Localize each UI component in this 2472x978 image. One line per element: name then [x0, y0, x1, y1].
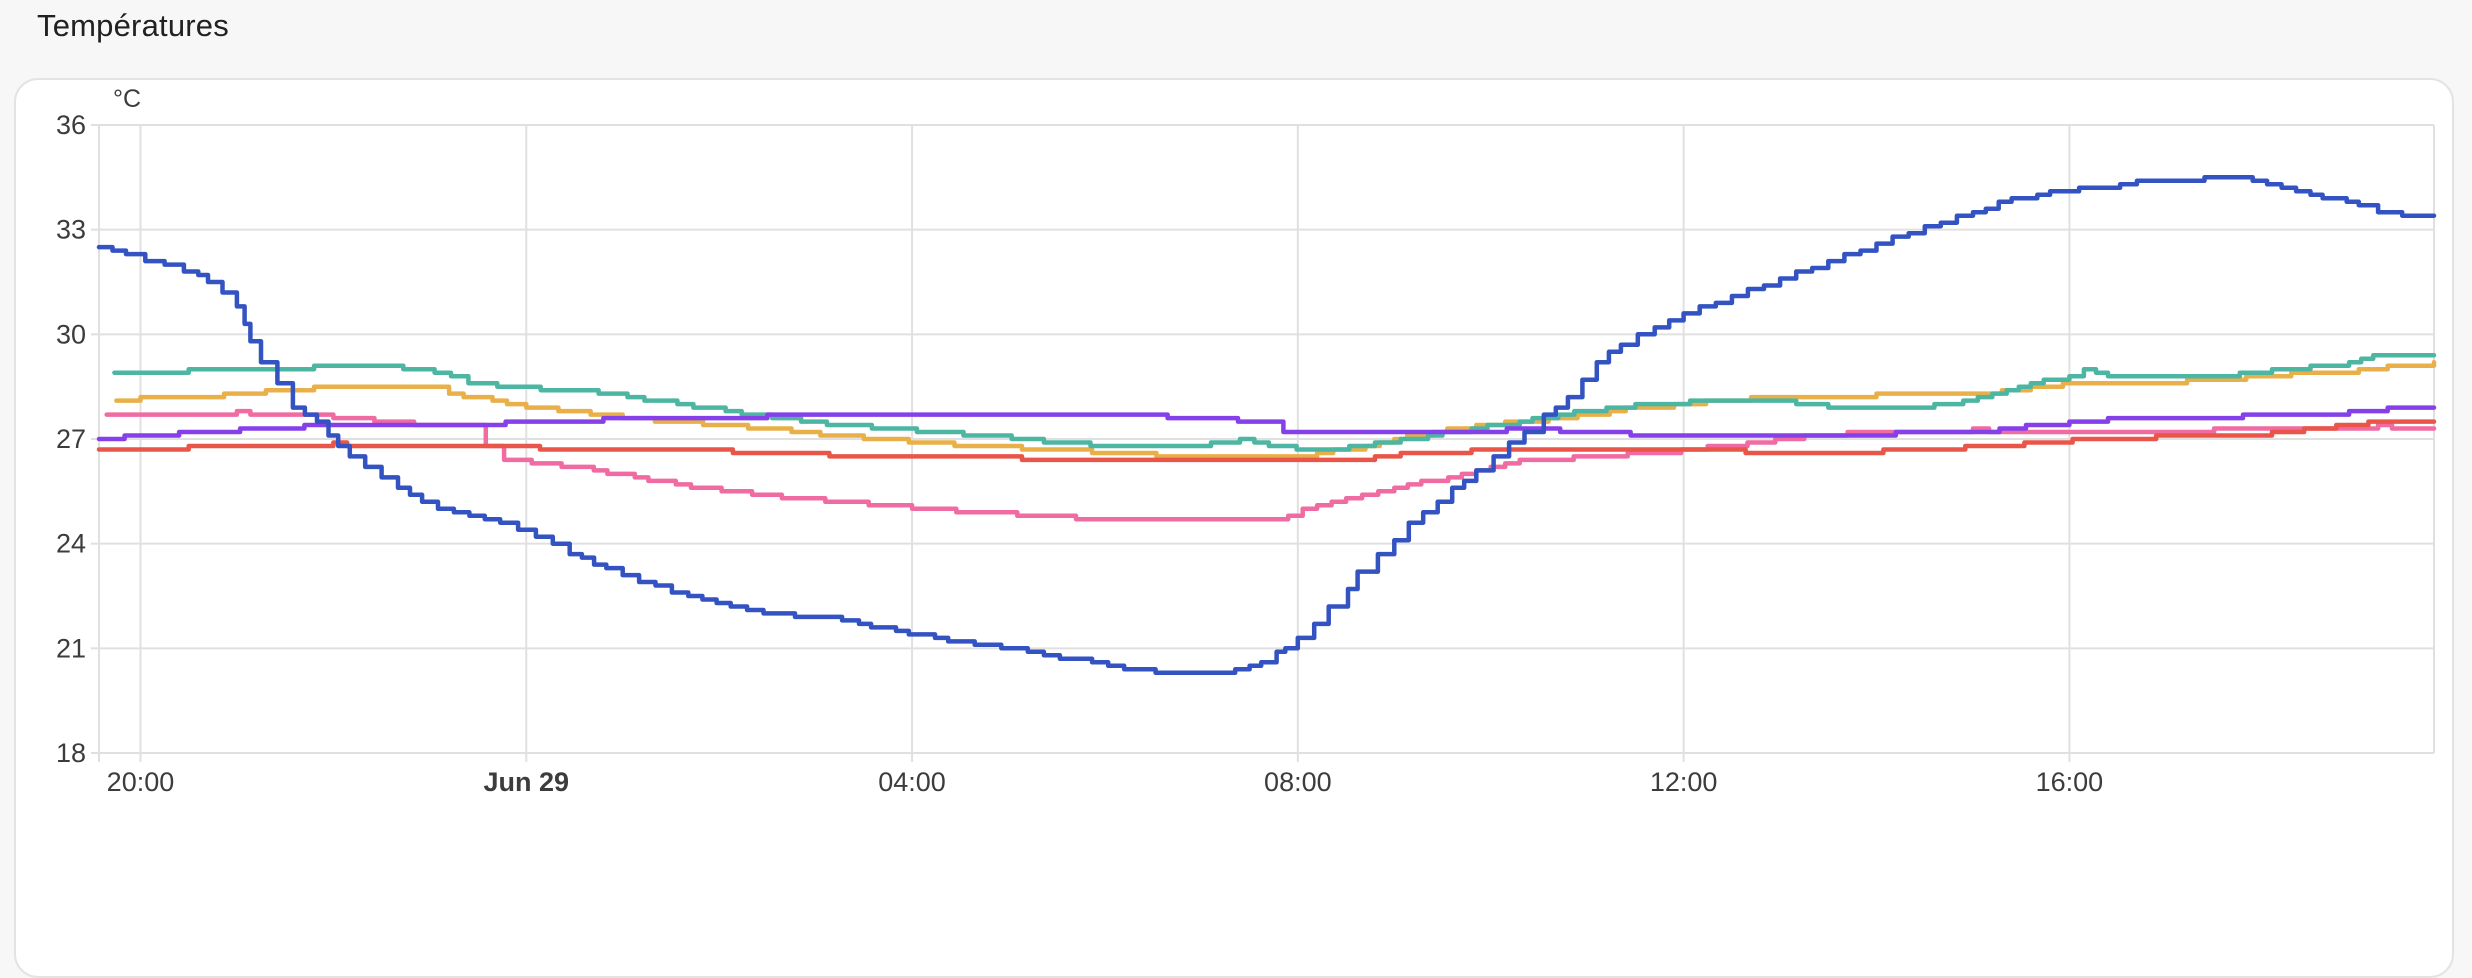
series-line-teal	[112, 353, 2437, 452]
temperature-line-chart[interactable]: 36 33 30 27 24 21 18 20:00 Jun 29 04:00 08:00 12:00…	[0, 0, 2472, 818]
page-title: Températures	[37, 8, 229, 43]
y-tick-label: 36	[56, 110, 86, 140]
x-tick-label: Jun 29	[483, 767, 569, 797]
y-tick-label: 18	[56, 738, 86, 768]
x-tick-label: 12:00	[1650, 767, 1718, 797]
x-tick-label: 16:00	[2036, 767, 2104, 797]
x-tick-label: 04:00	[878, 767, 946, 797]
y-tick-label: 27	[56, 424, 86, 454]
y-tick-label: 24	[56, 529, 86, 559]
series-line-purple	[96, 405, 2437, 442]
y-tick-label: 33	[56, 215, 86, 245]
y-tick-label: 30	[56, 319, 86, 349]
series-line-orange	[114, 359, 2437, 459]
x-tick-label: 08:00	[1264, 767, 1332, 797]
series-line-blue	[96, 175, 2437, 676]
x-tick-label: 20:00	[107, 767, 175, 797]
y-axis-unit-label: °C	[113, 85, 141, 113]
y-tick-label: 21	[56, 633, 86, 663]
series-line-pink	[104, 408, 2437, 522]
series-line-red	[96, 419, 2437, 463]
